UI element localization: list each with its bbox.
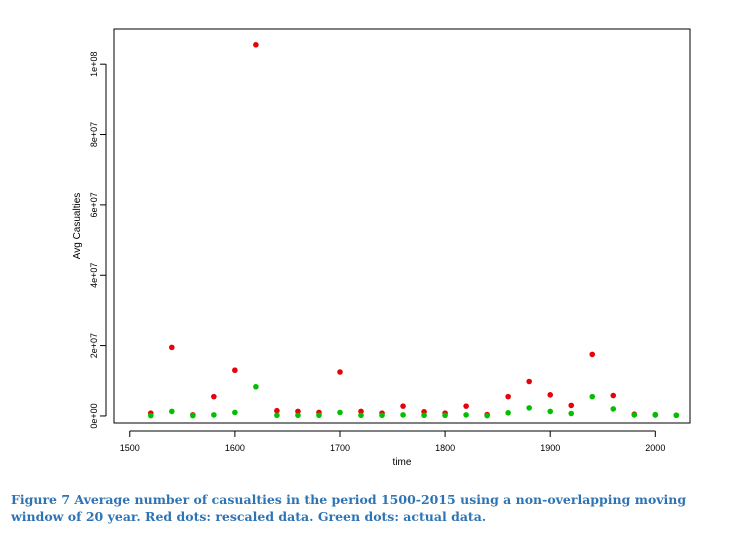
actual-data-point — [400, 412, 406, 418]
rescaled-data-point — [169, 344, 175, 351]
rescaled-data-point — [211, 393, 217, 400]
x-tick-label: 1600 — [225, 443, 245, 453]
y-tick-label: 6e+07 — [89, 192, 99, 217]
rescaled-data-point — [568, 402, 575, 409]
rescaled-data-point — [505, 393, 511, 400]
actual-data-point — [505, 409, 511, 416]
rescaled-data-point — [358, 408, 364, 415]
actual-data-point — [274, 412, 280, 419]
y-tick-label: 4e+07 — [89, 263, 99, 288]
plot-box — [113, 28, 691, 424]
rescaled-data-point — [547, 392, 554, 398]
y-tick-label: 0e+00 — [89, 403, 99, 428]
y-tick-label: 2e+07 — [89, 333, 99, 358]
actual-data-point — [673, 412, 680, 419]
rescaled-data-point — [274, 407, 280, 414]
actual-data-point — [547, 408, 554, 415]
x-axis: 1500 1600 1700 1800 1900 2000 — [120, 430, 665, 453]
figure-caption: Figure 7 Average number of casualties in… — [11, 492, 687, 524]
rescaled-data-point — [400, 403, 406, 409]
actual-data-point — [610, 406, 617, 412]
actual-data-point — [232, 409, 238, 416]
actual-data-point — [484, 412, 490, 419]
rescaled-data-point — [589, 351, 596, 358]
x-tick-label: 1800 — [435, 443, 455, 453]
actual-data-point — [358, 412, 364, 419]
y-tick-label: 1e+08 — [89, 52, 99, 77]
actual-data-point — [316, 412, 322, 419]
actual-data-point — [568, 410, 575, 417]
actual-data-point — [211, 412, 217, 418]
data-points — [147, 42, 680, 419]
actual-data-point — [526, 405, 532, 411]
actual-data-point — [169, 408, 175, 415]
x-tick-label: 2000 — [645, 443, 665, 453]
rescaled-data-point — [610, 392, 617, 399]
actual-data-point — [147, 412, 154, 419]
actual-data-point — [253, 383, 259, 390]
scatter-plot: 1500 1600 1700 1800 1900 2000 0e+00 2e+07 4e+07… — [72, 28, 691, 468]
actual-data-point — [379, 412, 385, 419]
rescaled-data-point — [526, 378, 532, 385]
x-axis-title: time — [393, 457, 412, 468]
actual-data-point — [652, 411, 659, 418]
rescaled-data-point — [232, 367, 238, 374]
actual-data-point — [631, 412, 638, 418]
x-tick-label: 1700 — [330, 443, 350, 453]
actual-data-point — [463, 412, 469, 418]
rescaled-data-point — [463, 403, 469, 409]
actual-data-point — [190, 412, 196, 419]
rescaled-data-point — [337, 369, 343, 375]
y-axis: 0e+00 2e+07 4e+07 6e+07 8e+07 1e+08 — [89, 52, 107, 429]
y-axis-title: Avg Casualties — [72, 193, 83, 260]
actual-data-point — [337, 409, 343, 416]
actual-data-point — [295, 412, 301, 419]
rescaled-data-point — [253, 42, 259, 48]
actual-data-point — [589, 393, 596, 400]
rescaled-data-point — [295, 408, 301, 415]
actual-data-point — [442, 412, 448, 419]
y-tick-label: 8e+07 — [89, 122, 99, 147]
x-tick-label: 1500 — [120, 443, 140, 453]
x-tick-label: 1900 — [540, 443, 560, 453]
actual-data-point — [421, 412, 427, 419]
